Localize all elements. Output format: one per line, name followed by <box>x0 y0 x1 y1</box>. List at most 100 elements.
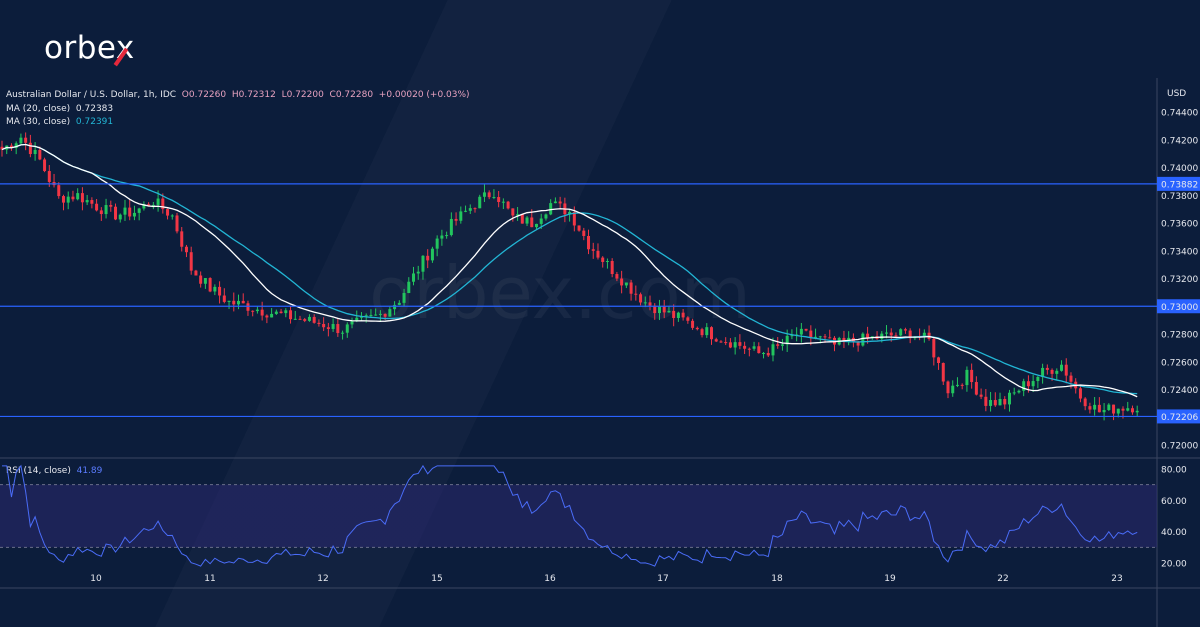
candle-body <box>322 324 326 328</box>
candle-body <box>445 235 449 237</box>
candle-body <box>1112 404 1116 414</box>
candle-body <box>629 282 633 294</box>
candle-body <box>624 282 628 286</box>
candle-body <box>894 335 898 337</box>
candle-body <box>132 212 136 217</box>
ma30-line <box>1 143 1138 395</box>
candle-body <box>80 193 84 203</box>
candle-body <box>184 246 188 253</box>
candle-body <box>648 302 652 306</box>
candle-body <box>700 329 704 336</box>
candle-body <box>397 302 401 305</box>
candle-body <box>317 322 321 325</box>
candle-body <box>520 214 524 224</box>
candle-body <box>889 332 893 336</box>
candle-body <box>814 336 818 338</box>
candle-body <box>194 270 198 276</box>
price-tick: 0.72400 <box>1161 386 1198 396</box>
rsi-line <box>2 464 1138 567</box>
candle-body <box>587 235 591 250</box>
price-tick: 0.72600 <box>1161 358 1198 368</box>
candle-body <box>473 208 477 210</box>
candle-body <box>1036 377 1040 382</box>
candle-body <box>336 324 340 334</box>
ohlc-low: L0.72200 <box>281 90 324 100</box>
level-badge <box>1157 409 1200 424</box>
candle-body <box>303 319 307 321</box>
candle-body <box>43 159 47 172</box>
candle-body <box>47 171 51 182</box>
candle-body <box>572 211 576 226</box>
price-tick: 0.74200 <box>1161 136 1198 146</box>
ma30-legend: MA (30, close) 0.72391 <box>6 117 113 127</box>
candle-body <box>66 196 70 203</box>
price-tick: 0.73200 <box>1161 275 1198 285</box>
candle-body <box>57 185 61 197</box>
candle-body <box>856 341 860 346</box>
candle-body <box>147 204 151 207</box>
candle-body <box>695 327 699 330</box>
candle-body <box>506 201 510 209</box>
candle-body <box>676 312 680 318</box>
candle-body <box>412 273 416 282</box>
candle-body <box>1126 408 1130 411</box>
candle-body <box>208 278 212 292</box>
ma30-label: MA (30, close) <box>6 117 71 127</box>
candle-body <box>823 336 827 338</box>
candle-body <box>639 294 643 303</box>
candle-body <box>1017 390 1021 393</box>
candle-body <box>615 274 619 279</box>
candle-body <box>657 306 661 314</box>
candle-body <box>568 211 572 215</box>
candle-body <box>237 300 240 305</box>
candle-body <box>95 203 99 211</box>
candle-body <box>1050 369 1054 374</box>
candle-body <box>251 310 255 312</box>
candle-body <box>776 344 780 346</box>
candle-body <box>255 309 259 312</box>
candle-body <box>355 317 359 322</box>
candle-body <box>710 327 713 340</box>
candle-body <box>161 198 165 210</box>
price-tick: 0.74400 <box>1161 109 1198 119</box>
candle-body <box>421 255 425 272</box>
candle-body <box>449 218 453 236</box>
candle-body <box>908 330 912 339</box>
candle-body <box>804 328 808 331</box>
time-tick: 11 <box>204 574 215 584</box>
time-tick: 12 <box>317 574 328 584</box>
candle-body <box>19 137 23 144</box>
candle-body <box>497 197 501 202</box>
rsi-tick: 20.00 <box>1161 560 1187 570</box>
candle-body <box>558 201 562 204</box>
candle-body <box>175 215 179 232</box>
candle-body <box>955 384 959 386</box>
candle-body <box>960 384 964 386</box>
candle-body <box>151 204 155 207</box>
candle-body <box>544 214 548 219</box>
candle-body <box>610 260 614 275</box>
candle-body <box>970 369 974 383</box>
candle-body <box>114 206 118 220</box>
candle-body <box>1121 408 1125 411</box>
candle-body <box>1093 404 1097 410</box>
candle-body <box>965 369 969 386</box>
candle-body <box>766 353 770 356</box>
candle-body <box>946 381 950 394</box>
ohlc-close: C0.72280 <box>329 90 374 100</box>
candle-body <box>85 200 89 203</box>
candle-body <box>1041 367 1045 378</box>
candle-body <box>90 200 94 204</box>
candle-body <box>14 143 18 149</box>
symbol-title: Australian Dollar / U.S. Dollar, 1h, IDC <box>6 90 177 100</box>
ma20-legend: MA (20, close) 0.72383 <box>6 104 113 114</box>
candle-body <box>733 342 737 348</box>
candle-body <box>577 225 581 231</box>
candle-body <box>686 317 690 321</box>
candle-body <box>993 400 997 406</box>
candle-body <box>142 204 146 209</box>
level-label: 0.73882 <box>1161 180 1198 190</box>
candle-body <box>123 207 127 215</box>
candle-body <box>454 218 458 221</box>
